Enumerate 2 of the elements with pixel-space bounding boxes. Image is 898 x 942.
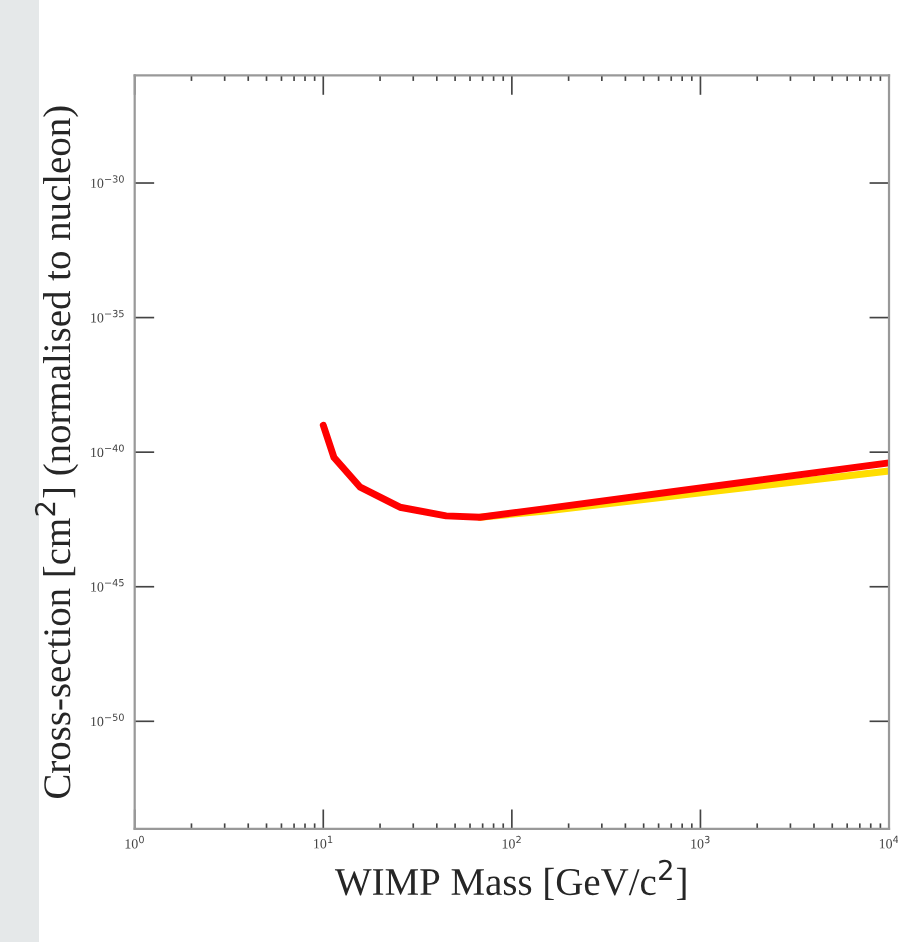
- x-axis-title: WIMP Mass [GeV/c$^{2}$]: [334, 859, 686, 901]
- y-axis-title: Cross-section [cm$^{2}$] (normalised to nucleon): [34, 106, 79, 799]
